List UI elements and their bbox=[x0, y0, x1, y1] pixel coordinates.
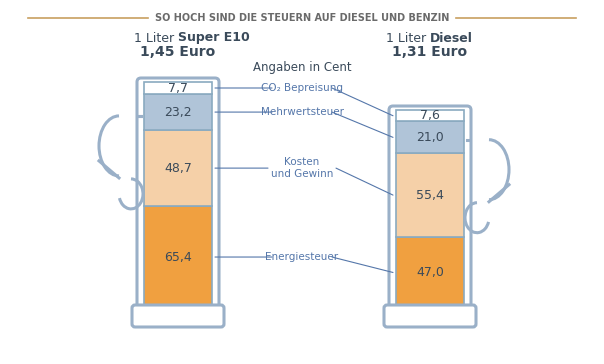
Text: 1,45 Euro: 1,45 Euro bbox=[140, 45, 216, 59]
Bar bbox=[396, 237, 464, 308]
Text: Angaben in Cent: Angaben in Cent bbox=[252, 62, 352, 75]
Bar bbox=[396, 153, 464, 237]
Text: 7,6: 7,6 bbox=[420, 109, 440, 122]
Bar bbox=[144, 130, 212, 206]
Bar bbox=[396, 122, 464, 153]
Text: SO HOCH SIND DIE STEUERN AUF DIESEL UND BENZIN: SO HOCH SIND DIE STEUERN AUF DIESEL UND … bbox=[155, 13, 449, 23]
Text: Energiesteuer: Energiesteuer bbox=[265, 252, 339, 262]
Text: 23,2: 23,2 bbox=[164, 106, 192, 119]
Text: Diesel: Diesel bbox=[430, 32, 473, 44]
Text: 1 Liter: 1 Liter bbox=[134, 32, 178, 44]
Text: 48,7: 48,7 bbox=[164, 162, 192, 175]
Text: Kosten
und Gewinn: Kosten und Gewinn bbox=[271, 157, 333, 179]
Bar bbox=[396, 110, 464, 122]
Bar bbox=[144, 82, 212, 94]
Text: 65,4: 65,4 bbox=[164, 250, 192, 264]
Text: 47,0: 47,0 bbox=[416, 266, 444, 279]
Text: CO₂ Bepreisung: CO₂ Bepreisung bbox=[261, 83, 343, 93]
FancyBboxPatch shape bbox=[132, 305, 224, 327]
Bar bbox=[144, 94, 212, 130]
FancyBboxPatch shape bbox=[384, 305, 476, 327]
Text: Mehrwertsteuer: Mehrwertsteuer bbox=[260, 107, 344, 117]
Text: 21,0: 21,0 bbox=[416, 131, 444, 144]
Bar bbox=[144, 206, 212, 308]
Text: Super E10: Super E10 bbox=[178, 32, 249, 44]
Text: 55,4: 55,4 bbox=[416, 189, 444, 202]
Text: 1 Liter: 1 Liter bbox=[386, 32, 430, 44]
Text: 7,7: 7,7 bbox=[168, 82, 188, 95]
Text: 1,31 Euro: 1,31 Euro bbox=[393, 45, 467, 59]
